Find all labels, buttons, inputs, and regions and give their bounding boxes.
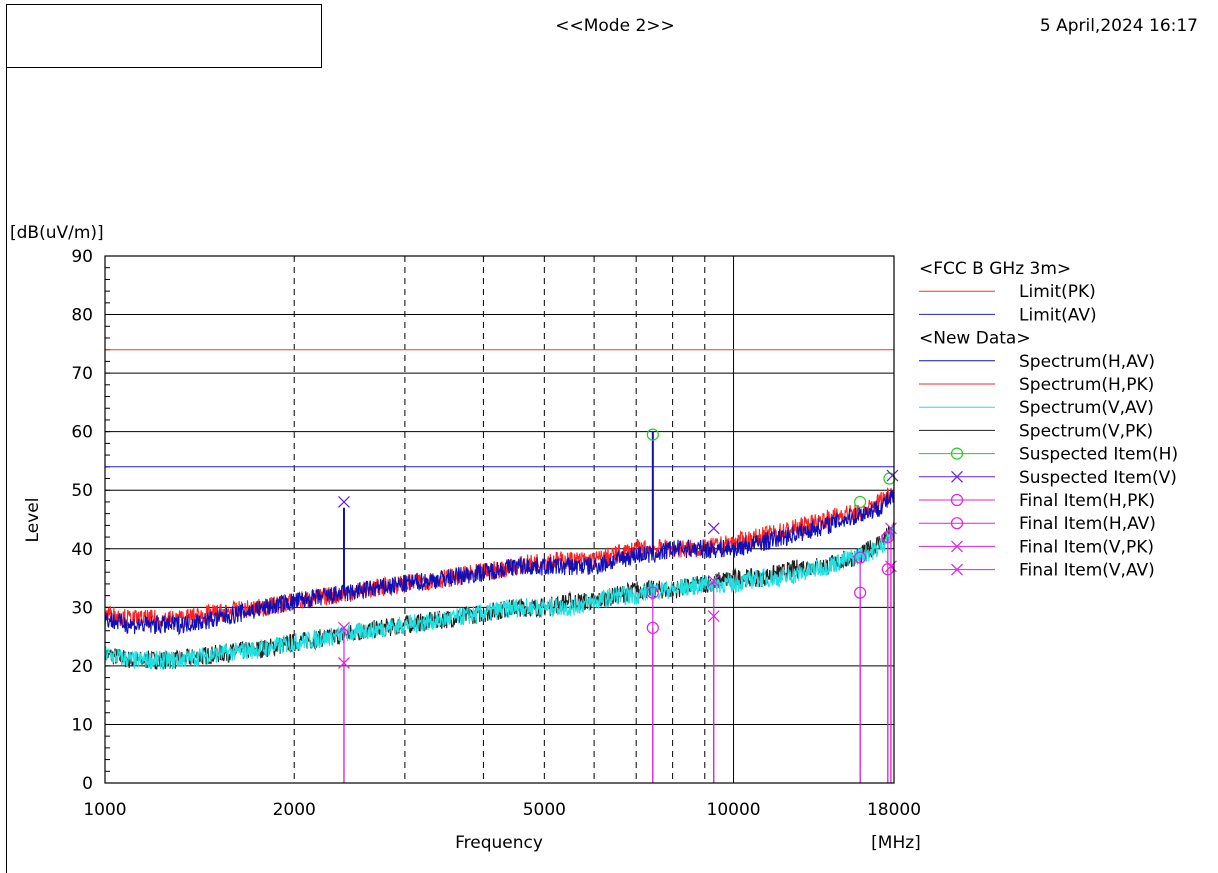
legend-label: Suspected Item(H) (1019, 445, 1178, 465)
legend-label: Final Item(H,AV) (1019, 514, 1156, 534)
legend-label: Limit(PK) (1019, 282, 1096, 302)
marker-final-item-v-pk- (885, 522, 897, 535)
legend: <FCC B GHz 3m> Limit(PK) Limit(AV) <New Dat… (919, 259, 1178, 581)
x-axis-label: Frequency (455, 833, 543, 853)
marker-final-item-h-pk- (854, 551, 867, 564)
y-tick-label: 20 (71, 657, 93, 677)
marker-final-item-v-pk- (338, 621, 350, 634)
legend-label: Final Item(V,PK) (1019, 537, 1154, 557)
y-tick-label: 30 (71, 598, 93, 618)
x-tick-label: 18000 (867, 800, 921, 820)
marker-suspected-item-v- (707, 522, 720, 535)
marker-final-item-h-pk- (646, 586, 659, 599)
marker-suspected-item-v- (886, 469, 899, 482)
page-title: <<Mode 2>> (555, 16, 675, 36)
marker-final-item-v-av- (885, 560, 897, 573)
x-tick-label: 5000 (523, 800, 566, 820)
legend-header: <FCC B GHz 3m> (919, 259, 1071, 279)
item-markers (338, 428, 899, 783)
series-spectrum-h-av- (104, 489, 895, 636)
y-tick-label: 10 (71, 715, 93, 735)
legend-label: Spectrum(H,PK) (1019, 375, 1154, 395)
y-unit-label: [dB(uV/m)] (10, 223, 104, 243)
marker-suspected-item-h- (854, 495, 867, 509)
limit-lines (105, 349, 894, 468)
x-tick-label: 10000 (707, 800, 761, 820)
marker-suspected-item-h- (646, 428, 659, 441)
marker-final-item-h-av- (854, 586, 867, 599)
legend-symbol (950, 447, 964, 460)
x-tick-label: 1000 (83, 800, 126, 820)
report-datetime: 5 April,2024 16:17 (1039, 16, 1198, 36)
legend-label: Spectrum(H,AV) (1019, 352, 1155, 372)
x-tick-label: 2000 (273, 800, 316, 820)
y-tick-labels: 0 10 20 30 40 50 60 70 80 90 (71, 247, 93, 794)
legend-label: Limit(AV) (1019, 305, 1097, 325)
x-unit-label: [MHz] (871, 833, 921, 853)
y-tick-label: 0 (82, 774, 93, 794)
x-tick-labels: 1000 2000 5000 10000 18000 (83, 800, 921, 820)
y-axis-label: Level (23, 498, 43, 543)
spectrum-traces (104, 431, 895, 670)
y-tick-label: 90 (71, 247, 93, 267)
y-tick-label: 80 (71, 306, 93, 326)
legend-symbol (950, 517, 964, 530)
marker-final-item-v-av- (338, 657, 350, 669)
grid (105, 255, 894, 784)
legend-label: Spectrum(V,PK) (1019, 421, 1153, 441)
legend-label: Final Item(V,AV) (1019, 561, 1155, 581)
marker-final-item-v-pk- (707, 575, 720, 587)
legend-symbol (951, 470, 963, 483)
header-empty-box (6, 4, 322, 68)
legend-label: Suspected Item(V) (1019, 468, 1177, 488)
legend-header: <New Data> (919, 329, 1031, 349)
legend-label: Final Item(H,PK) (1019, 491, 1155, 511)
legend-symbol (950, 493, 964, 507)
marker-final-item-h-av- (646, 621, 659, 634)
legend-symbol (951, 540, 963, 553)
y-tick-label: 60 (71, 423, 93, 443)
y-tick-label: 40 (71, 540, 93, 560)
plot-frame (104, 255, 895, 784)
legend-label: Spectrum(V,AV) (1019, 398, 1154, 418)
series-spectrum-v-av- (104, 524, 895, 670)
marker-suspected-item-v- (338, 496, 350, 508)
y-tick-label: 50 (71, 481, 93, 501)
left-frame-rule (6, 68, 7, 873)
y-tick-label: 70 (71, 364, 93, 384)
marker-final-item-v-av- (707, 610, 720, 623)
legend-symbol (951, 563, 963, 576)
